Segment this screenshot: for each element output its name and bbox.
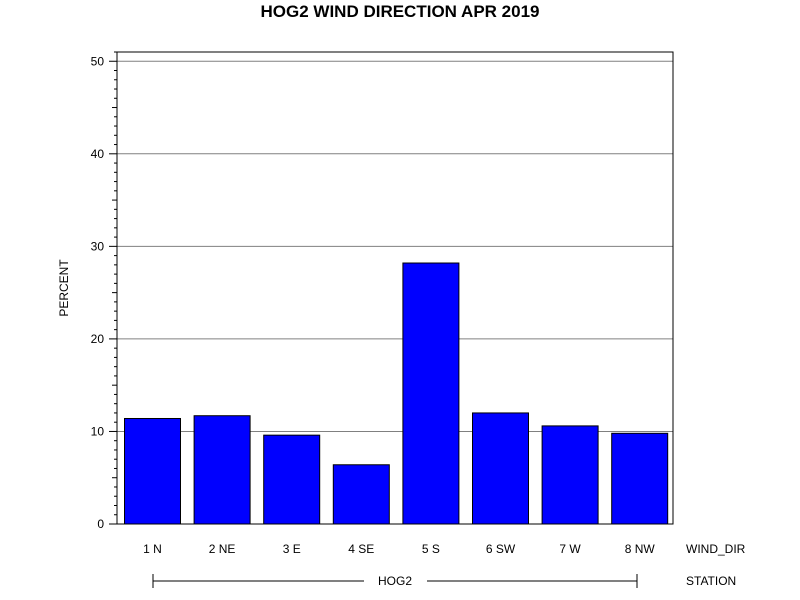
y-axis-label: PERCENT [57, 259, 71, 317]
bar-8 [611, 432, 669, 525]
y-tick-label: 30 [91, 239, 105, 253]
x-tick-label: 4 SE [348, 542, 374, 556]
y-tick-label: 10 [91, 424, 105, 438]
x-tick-label: 1 N [143, 542, 162, 556]
station-group-axis: HOG2 [152, 574, 638, 588]
x-tick-label: 3 E [283, 542, 301, 556]
bar-5 [402, 262, 460, 525]
y-tick-label: 20 [91, 332, 105, 346]
group-label: HOG2 [378, 574, 412, 588]
chart-title: HOG2 WIND DIRECTION APR 2019 [261, 2, 540, 21]
x-axis-label: WIND_DIR [686, 542, 746, 556]
group-axis-label: STATION [686, 574, 736, 588]
y-axis: 0 10 20 30 40 50 [91, 51, 117, 531]
x-tick-label: 6 SW [486, 542, 516, 556]
x-tick-label: 5 S [422, 542, 440, 556]
bar-4 [332, 464, 390, 525]
plot-frame [116, 51, 674, 525]
x-tick-label: 2 NE [209, 542, 236, 556]
bar-2 [193, 415, 251, 525]
x-tick-label: 8 NW [625, 542, 656, 556]
bar-1 [124, 417, 181, 525]
bar-7 [541, 425, 599, 525]
y-tick-label: 0 [97, 517, 104, 531]
y-tick-label: 50 [91, 54, 105, 68]
bar-3 [263, 434, 321, 525]
bars [124, 262, 669, 525]
bar-6 [472, 412, 529, 525]
x-axis: 1 N 2 NE 3 E 4 SE 5 S 6 SW 7 W 8 NW [143, 542, 655, 556]
gridlines [117, 60, 673, 432]
y-tick-label: 40 [91, 147, 105, 161]
x-tick-label: 7 W [559, 542, 581, 556]
